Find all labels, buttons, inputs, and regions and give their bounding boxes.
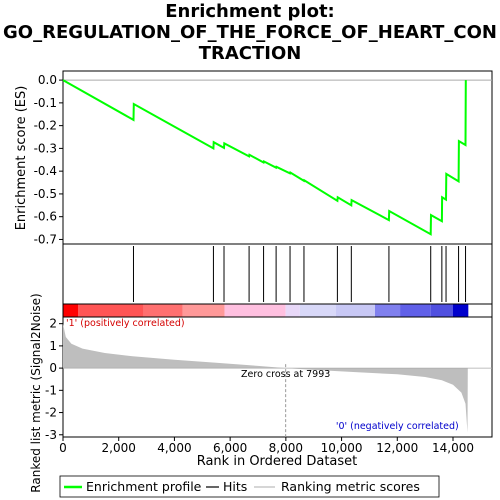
es-y-tick-label: -0.6 — [34, 210, 57, 224]
x-axis-ticks: 0 2,000 4,000 6,000 8,000 10,000 12,000 14,000 — [59, 437, 474, 455]
legend-metric-label: Ranking metric scores — [281, 479, 420, 494]
colorbar-segment — [78, 304, 144, 317]
colorbar-segment — [143, 304, 183, 317]
metric-y-axis-label: Ranked list metric (Signal2Noise) — [29, 293, 43, 492]
title-line-1: Enrichment plot: — [165, 1, 335, 22]
hit-markers — [132, 246, 467, 302]
colorbar-segment — [299, 304, 336, 317]
colorbar-segment — [400, 304, 431, 317]
es-y-tick-label: -0.5 — [34, 187, 57, 201]
zero-cross-label: Zero cross at 7993 — [241, 369, 330, 380]
metric-y-tick-label: -2 — [45, 406, 57, 420]
es-y-tick-label: -0.7 — [34, 232, 57, 246]
x-axis-label: Rank in Ordered Dataset — [197, 454, 358, 469]
positive-correlation-label: '1' (positively correlated) — [66, 318, 185, 329]
metric-y-tick-label: 1 — [49, 339, 57, 353]
x-tick-label: 14,000 — [432, 441, 474, 455]
legend-box — [59, 475, 440, 498]
metric-y-tick-label: 0 — [49, 361, 57, 375]
colorbar-segment — [453, 304, 469, 317]
enrichment-profile-line — [62, 79, 467, 236]
x-tick-label: 4,000 — [157, 441, 191, 455]
metric-panel-frame — [62, 316, 493, 438]
es-y-tick-label: -0.3 — [34, 141, 57, 155]
title-line-2: GO_REGULATION_OF_THE_FORCE_OF_HEART_CON — [3, 22, 497, 43]
es-y-tick-label: -0.1 — [34, 96, 57, 110]
x-tick-label: 12,000 — [376, 441, 418, 455]
x-tick-label: 10,000 — [321, 441, 363, 455]
x-tick-label: 6,000 — [213, 441, 247, 455]
colorbar-segment — [224, 304, 286, 317]
es-y-axis-label: Enrichment score (ES) — [14, 86, 29, 231]
legend-hits-label: Hits — [223, 479, 247, 494]
es-y-tick-label: -0.4 — [34, 164, 57, 178]
colorbar-segment — [336, 304, 375, 317]
colorbar-segment — [182, 304, 225, 317]
chart-title: Enrichment plot: GO_REGULATION_OF_THE_FO… — [0, 1, 500, 64]
colorbar-segment — [285, 304, 300, 317]
es-y-ticks: 0.0 -0.1 -0.2 -0.3 -0.4 -0.5 -0.6 -0.7 — [34, 73, 63, 246]
negative-correlation-label: '0' (negatively correlated) — [336, 421, 459, 432]
colorbar-segment — [63, 304, 79, 317]
legend-enrichment-label: Enrichment profile — [86, 479, 202, 494]
x-tick-label: 8,000 — [269, 441, 303, 455]
colorbar-segment — [375, 304, 401, 317]
metric-y-ticks: 2 1 0 -1 -2 -3 — [45, 317, 63, 442]
metric-y-tick-label: -1 — [45, 383, 57, 397]
x-tick-label: 0 — [59, 441, 67, 455]
es-y-tick-label: 0.0 — [38, 73, 57, 87]
metric-y-tick-label: 2 — [49, 317, 57, 331]
hits-panel-frame — [62, 243, 493, 305]
x-tick-label: 2,000 — [102, 441, 136, 455]
colorbar-segment — [430, 304, 453, 317]
metric-y-tick-label: -3 — [45, 428, 57, 442]
es-panel-frame — [62, 70, 493, 245]
es-y-tick-label: -0.2 — [34, 119, 57, 133]
title-line-3: TRACTION — [198, 43, 302, 64]
rank-colorbar — [63, 304, 469, 317]
